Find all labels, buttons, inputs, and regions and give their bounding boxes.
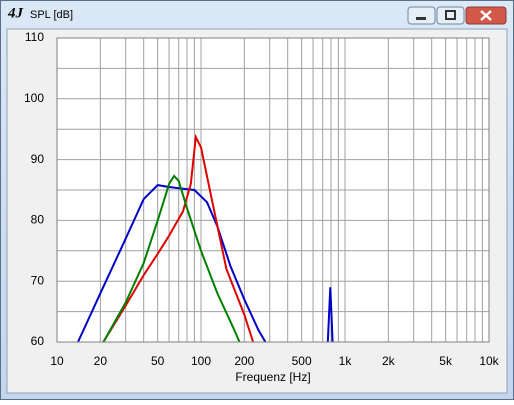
x-tick-label: 50: [151, 354, 165, 368]
x-axis-label: Frequenz [Hz]: [235, 370, 310, 384]
y-tick-label: 60: [31, 334, 45, 348]
y-tick-label: 90: [31, 152, 45, 166]
x-tick-label: 200: [234, 354, 254, 368]
minimize-button[interactable]: [407, 6, 436, 25]
y-tick-label: 80: [31, 213, 45, 227]
window-title: SPL [dB]: [30, 9, 73, 21]
plot-frame: [56, 37, 490, 343]
x-tick-label: 2k: [382, 354, 396, 368]
y-tick-label: 110: [25, 30, 44, 44]
x-tick-label: 1k: [339, 354, 353, 368]
app-icon: 4J: [7, 5, 24, 21]
x-tick-label: 100: [191, 354, 211, 368]
x-tick-label: 10k: [479, 354, 499, 368]
close-button[interactable]: [465, 6, 507, 25]
maximize-button[interactable]: [436, 6, 465, 25]
y-tick-label: 100: [24, 91, 44, 105]
series-line: [102, 174, 241, 343]
x-tick-label: 500: [292, 354, 312, 368]
y-tick-label: 70: [31, 273, 45, 287]
x-tick-label: 5k: [439, 354, 453, 368]
series-line: [102, 133, 255, 343]
x-tick-label: 20: [94, 354, 108, 368]
x-tick-label: 10: [50, 354, 64, 368]
series-line: [77, 184, 334, 343]
